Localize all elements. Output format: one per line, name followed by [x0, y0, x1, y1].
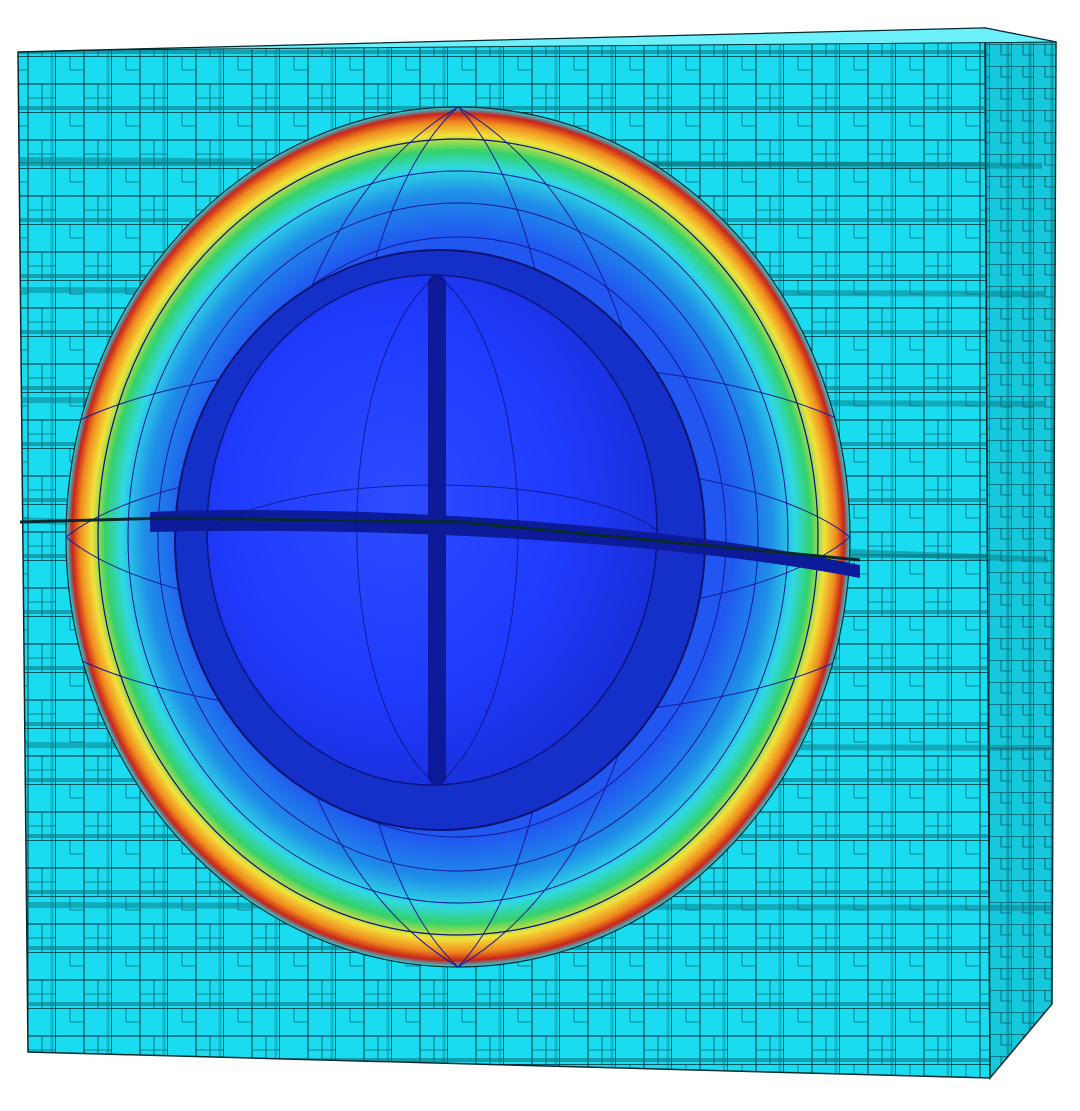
shock-sphere — [19, 106, 861, 968]
mesh-top-face — [17, 27, 1057, 53]
mesh-right-face — [984, 27, 1057, 1081]
core-cross-gaps — [150, 275, 860, 785]
equatorial-seam — [19, 516, 861, 562]
